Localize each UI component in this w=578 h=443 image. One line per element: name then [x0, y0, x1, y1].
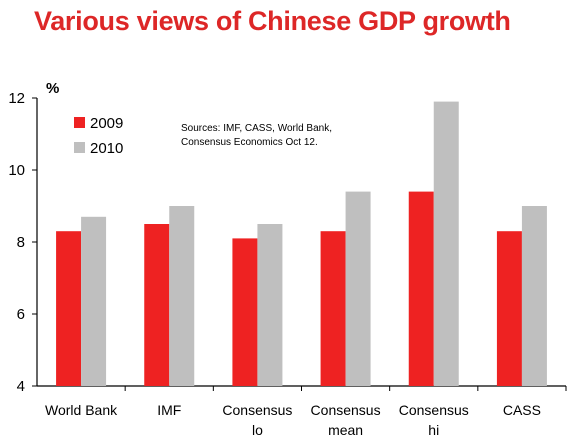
bar-2009 — [320, 231, 346, 386]
bar-2010 — [521, 206, 547, 386]
bar-2010 — [433, 101, 459, 386]
y-tick-label: 10 — [8, 162, 25, 179]
chart-bars — [56, 101, 547, 386]
chart-labels: 4 6 8 10 12% World Bank IMF Consensus lo Consensu… — [8, 80, 541, 438]
bar-2009 — [232, 238, 258, 386]
x-category-label: hi — [428, 422, 439, 438]
y-tick-label: 4 — [17, 378, 25, 395]
chart-source-note: Sources: IMF, CASS, World Bank, Consensus… — [181, 123, 332, 148]
x-category-label: Consensus — [399, 402, 469, 418]
x-category-label: World Bank — [45, 402, 118, 418]
bar-2010 — [81, 216, 107, 386]
bar-2010 — [257, 224, 283, 386]
legend-label-2009: 2009 — [90, 115, 123, 132]
bar-2009 — [496, 231, 522, 386]
y-tick-label: 6 — [17, 306, 25, 323]
chart-legend: 2009 2010 — [74, 115, 123, 157]
chart-axes — [32, 97, 567, 391]
y-tick-label: 8 — [17, 234, 25, 251]
bar-2009 — [144, 224, 170, 386]
legend-swatch-2009 — [74, 117, 85, 128]
bar-2009 — [408, 191, 434, 386]
source-note-line: Sources: IMF, CASS, World Bank, — [181, 123, 332, 134]
x-category-label: mean — [328, 422, 363, 438]
chart-title: Various views of Chinese GDP growth — [34, 6, 511, 36]
x-category-label: IMF — [157, 402, 181, 418]
x-category-label: Consensus — [222, 402, 292, 418]
bar-2010 — [345, 191, 371, 386]
source-note-line: Consensus Economics Oct 12. — [181, 137, 318, 148]
x-category-label: lo — [252, 422, 263, 438]
bar-2009 — [56, 231, 82, 386]
y-unit-label: % — [46, 80, 59, 97]
bar-2010 — [169, 206, 195, 386]
legend-swatch-2010 — [74, 142, 85, 153]
x-category-label: CASS — [503, 402, 541, 418]
y-tick-label: 12 — [8, 90, 25, 107]
x-category-label: Consensus — [311, 402, 381, 418]
legend-label-2010: 2010 — [90, 140, 123, 157]
